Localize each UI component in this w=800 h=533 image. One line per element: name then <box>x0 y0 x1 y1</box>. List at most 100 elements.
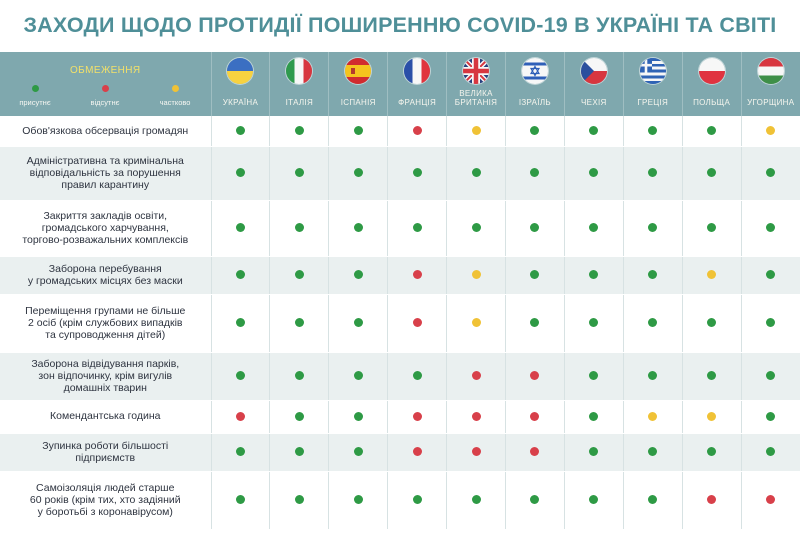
status-dot-icon <box>707 447 717 457</box>
table-row: Переміщення групами не більше 2 осіб (кр… <box>0 294 800 353</box>
status-dot-icon <box>294 270 304 280</box>
legend-title: ОБМЕЖЕННЯ <box>70 65 141 76</box>
poland-flag-icon <box>698 58 725 84</box>
country-header: ПОЛЬЩА <box>681 52 742 116</box>
status-dot-icon <box>766 270 776 280</box>
status-cell <box>269 256 329 295</box>
status-cell <box>740 433 800 472</box>
status-cell <box>210 146 270 201</box>
status-dot-icon <box>707 371 717 381</box>
country-header: ГРЕЦІЯ <box>622 52 683 116</box>
status-dot-icon <box>589 411 599 421</box>
italy-flag-icon <box>286 58 313 84</box>
country-name: УГОРЩИНА <box>747 98 795 107</box>
status-dot-icon <box>471 447 481 457</box>
status-cell <box>446 256 506 295</box>
page-title: ЗАХОДИ ЩОДО ПРОТИДІЇ ПОШИРЕННЮ COVID-19 … <box>23 12 777 37</box>
status-dot-icon <box>412 223 422 233</box>
status-cell <box>504 400 565 434</box>
status-dot-icon <box>294 126 304 136</box>
status-dot-icon <box>235 371 245 381</box>
status-cell <box>269 146 329 201</box>
country-header: ФРАНЦІЯ <box>387 52 447 116</box>
status-dot-icon <box>412 270 422 280</box>
legend: ОБМЕЖЕННЯ присутнє відсутнє частково <box>0 52 212 116</box>
status-cell <box>387 471 447 530</box>
status-cell <box>328 433 388 472</box>
measure-label: Заборона перебування у громадських місця… <box>0 256 212 295</box>
status-dot-icon <box>589 318 599 328</box>
status-cell <box>387 256 447 295</box>
status-dot-icon <box>353 371 363 381</box>
status-dot-icon <box>294 447 304 457</box>
status-cell <box>210 433 270 472</box>
country-header: УКРАЇНА <box>210 52 270 116</box>
status-dot-icon <box>707 411 717 421</box>
status-dot-icon <box>766 495 776 505</box>
table-row: Обов'язкова обсервація громадян <box>0 116 800 147</box>
status-cell <box>387 146 447 201</box>
country-header: ВЕЛИКА БРИТАНІЯ <box>446 52 506 116</box>
status-dot-icon <box>353 495 363 505</box>
status-cell <box>210 116 270 147</box>
measure-label: Самоізоляція людей старше 60 років (крім… <box>0 471 212 530</box>
status-dot-icon <box>294 223 304 233</box>
table-row: Самоізоляція людей старше 60 років (крім… <box>0 471 800 530</box>
status-cell <box>504 471 565 530</box>
measure-label: Зупинка роботи більшості підприємств <box>0 433 212 472</box>
status-cell <box>328 471 388 530</box>
status-dot-icon <box>530 495 540 505</box>
status-cell <box>269 400 329 434</box>
table-header: ОБМЕЖЕННЯ присутнє відсутнє частково <box>0 52 800 116</box>
status-dot-icon <box>294 168 304 178</box>
status-cell <box>504 256 565 295</box>
status-cell <box>387 400 447 434</box>
status-cell <box>269 116 329 147</box>
status-dot-icon <box>235 318 245 328</box>
table-row: Закриття закладів освіти, громадського х… <box>0 200 800 257</box>
status-dot-icon <box>589 126 599 136</box>
status-cell <box>740 294 800 353</box>
spain-flag-icon <box>345 58 372 84</box>
status-dot-icon <box>648 126 658 136</box>
status-dot-icon <box>353 411 363 421</box>
status-dot-icon <box>766 168 776 178</box>
status-cell <box>681 352 742 401</box>
country-name: ВЕЛИКА БРИТАНІЯ <box>454 89 498 107</box>
status-dot-icon <box>648 411 658 421</box>
legend-label: відсутнє <box>90 98 120 107</box>
status-cell <box>740 400 800 434</box>
status-dot-icon <box>412 371 422 381</box>
status-dot-icon <box>235 411 245 421</box>
status-dot-icon <box>530 223 540 233</box>
status-cell <box>210 471 270 530</box>
status-cell <box>504 352 565 401</box>
status-cell <box>446 146 506 201</box>
status-dot-icon <box>766 447 776 457</box>
measure-label: Заборона відвідування парків, зон відпоч… <box>0 352 212 401</box>
status-cell <box>563 471 624 530</box>
status-dot-icon <box>235 126 245 136</box>
red-dot-icon <box>101 85 109 92</box>
country-name: ГРЕЦІЯ <box>637 98 669 107</box>
country-name: ЧЕХІЯ <box>581 98 607 107</box>
status-cell <box>387 200 447 257</box>
status-dot-icon <box>294 371 304 381</box>
status-cell <box>681 294 742 353</box>
status-cell <box>681 433 742 472</box>
status-cell <box>622 146 683 201</box>
status-dot-icon <box>235 495 245 505</box>
status-cell <box>563 146 624 201</box>
status-dot-icon <box>412 126 422 136</box>
status-cell <box>328 294 388 353</box>
status-cell <box>387 352 447 401</box>
status-dot-icon <box>412 168 422 178</box>
status-dot-icon <box>530 270 540 280</box>
status-dot-icon <box>294 495 304 505</box>
country-header: ІСПАНІЯ <box>328 52 388 116</box>
country-header: ЧЕХІЯ <box>563 52 624 116</box>
status-dot-icon <box>589 270 599 280</box>
country-header: ІТАЛІЯ <box>269 52 329 116</box>
status-cell <box>740 200 800 257</box>
status-dot-icon <box>412 411 422 421</box>
